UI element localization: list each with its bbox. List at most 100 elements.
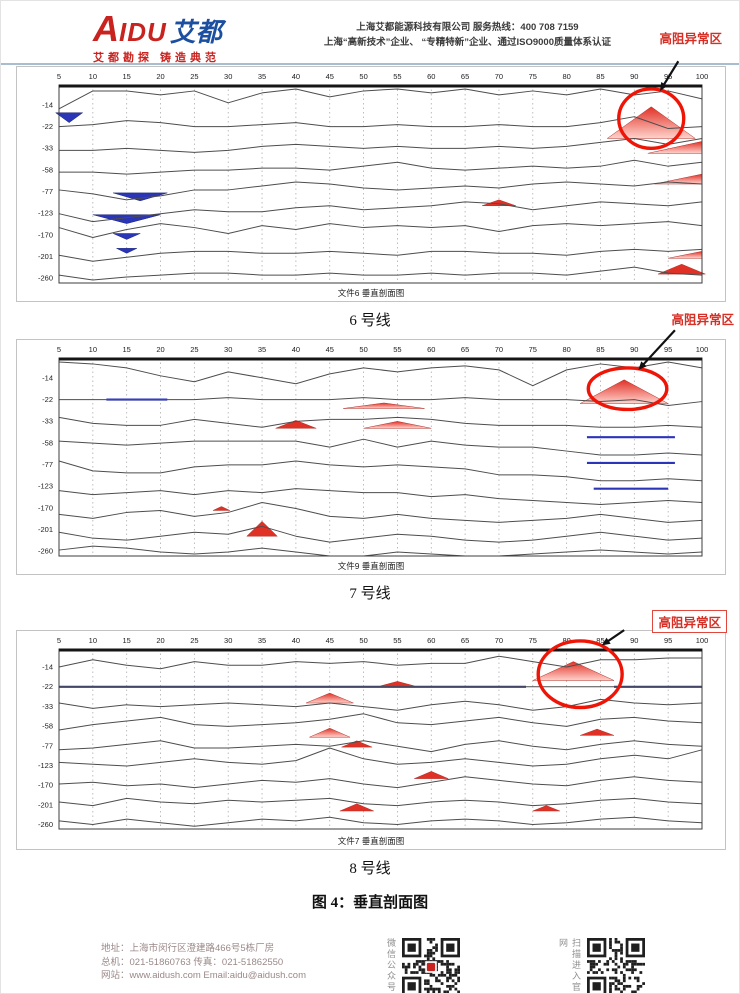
svg-text:-77: -77 [42,460,53,469]
svg-text:5: 5 [57,636,61,645]
panel-caption: 文件6 垂直剖面图 [337,288,405,298]
svg-text:-14: -14 [42,663,53,672]
svg-text:-22: -22 [42,682,53,691]
profile-section-line6: 高阻异常区 5 10 15 20 25 30 35 40 45 50 55 60 65 70 75 80 85 9… [1,28,739,337]
gridlines [58,649,703,829]
svg-text:35: 35 [258,636,266,645]
svg-text:-22: -22 [42,122,53,131]
svg-text:40: 40 [292,636,300,645]
axes [58,84,703,284]
anomaly-fills [54,106,706,275]
logo-text-cn: 艾都 [169,17,222,47]
svg-text:15: 15 [123,345,131,354]
svg-text:10: 10 [89,636,97,645]
svg-text:5: 5 [57,345,61,354]
annotation-arrow [601,629,625,646]
svg-text:-260: -260 [38,274,53,283]
svg-text:60: 60 [427,345,435,354]
svg-text:55: 55 [393,636,401,645]
website-qr-group: 扫描进入官网 [557,938,645,993]
svg-text:10: 10 [89,72,97,81]
company-line-2: 上海“高新技术”企业、 “专精特新”企业、通过ISO9000质量体系认证 [323,37,611,48]
svg-text:65: 65 [461,345,469,354]
contour-lines [58,655,703,827]
contact-info: 地址：上海市闵行区澄建路466号5栋厂房 总机：021-51860763 传真：… [101,942,306,983]
contour-lines [58,88,703,281]
svg-text:40: 40 [292,72,300,81]
profile-section-line8: 高阻异常区 5 10 15 20 25 30 35 40 45 50 55 60 65 70 75 80 85 9… [1,610,739,885]
wechat-qr-label: 微信公众号 [386,938,396,993]
anomaly-circle [586,366,669,412]
svg-text:15: 15 [123,636,131,645]
figure-caption: 图 4：垂直剖面图 [311,895,429,911]
annotation-arrow [660,60,680,91]
company-line-1: 上海艾都能源科技有限公司 服务热线：400 708 7159 [356,22,579,33]
panel-caption: 文件9 垂直剖面图 [337,561,405,571]
y-tick-labels: -14 -22 -33 -58 -77 -123 -170 -201 -260 [38,373,53,555]
svg-text:-201: -201 [38,252,53,261]
svg-text:-33: -33 [42,417,53,426]
svg-text:-33: -33 [42,702,53,711]
profile-section-line7: 高阻异常区 5 10 15 20 25 30 35 40 45 50 55 60 65 70 75 80 85 9… [1,309,739,610]
page-header: A IDU 艾都 艾都勘探 铸造典范 上海艾都能源科技有限公司 服务热线：400 7… [1,1,739,65]
svg-text:45: 45 [326,72,334,81]
contact-address: 地址：上海市闵行区澄建路466号5栋厂房 [101,943,275,954]
svg-text:-260: -260 [38,820,53,829]
svg-text:-14: -14 [42,373,53,382]
anomaly-circle [536,639,624,710]
svg-text:100: 100 [696,72,709,81]
wechat-qr-code-icon [402,938,460,993]
anomaly-fills [59,661,702,812]
anomaly-zone-label: 高阻异常区 [668,309,737,328]
svg-text:65: 65 [461,72,469,81]
svg-text:-123: -123 [38,761,53,770]
svg-text:60: 60 [427,636,435,645]
svg-text:90: 90 [630,345,638,354]
profile-plot-svg: 5 10 15 20 25 30 35 40 45 50 55 60 65 70 75 80 85 90 95 100… [38,329,708,557]
profile-panel: 5 10 15 20 25 30 35 40 45 50 55 60 65 70 75 80 85 90 95 100… [16,329,726,575]
svg-text:20: 20 [156,636,164,645]
svg-text:40: 40 [292,345,300,354]
svg-text:-260: -260 [38,547,53,556]
page-footer: 地址：上海市闵行区澄建路466号5栋厂房 总机：021-51860763 传真：… [1,932,739,993]
svg-text:5: 5 [57,72,61,81]
svg-text:-201: -201 [38,525,53,534]
svg-text:-58: -58 [42,722,53,731]
svg-text:50: 50 [359,345,367,354]
svg-text:55: 55 [393,72,401,81]
svg-text:-170: -170 [38,503,53,512]
line-number-label: 6 号线 [349,313,391,329]
svg-text:35: 35 [258,345,266,354]
svg-text:100: 100 [696,345,709,354]
svg-text:95: 95 [664,636,672,645]
svg-text:70: 70 [495,72,503,81]
svg-text:100: 100 [696,636,709,645]
svg-text:30: 30 [224,345,232,354]
svg-text:30: 30 [224,636,232,645]
website-qr-label: 扫描进入官网 [558,938,581,993]
svg-text:20: 20 [156,72,164,81]
svg-text:-170: -170 [38,781,53,790]
annotation-arrow [638,329,676,370]
svg-text:-14: -14 [42,100,53,109]
y-tick-labels: -14 -22 -33 -58 -77 -123 -170 -201 -260 [38,100,53,282]
svg-text:90: 90 [630,636,638,645]
svg-text:25: 25 [190,72,198,81]
profile-plot-svg: 5 10 15 20 25 30 35 40 45 50 55 60 65 70 75 80 85 90 95 100… [38,629,708,830]
logo-wordmark: A IDU 艾都 [93,11,222,47]
svg-text:70: 70 [495,636,503,645]
svg-text:-58: -58 [42,438,53,447]
svg-text:75: 75 [529,636,537,645]
svg-text:-123: -123 [38,209,53,218]
svg-text:30: 30 [224,72,232,81]
svg-text:70: 70 [495,345,503,354]
svg-text:95: 95 [664,345,672,354]
wechat-qr-group: 微信公众号 [385,938,460,993]
svg-text:50: 50 [359,636,367,645]
logo-tagline: 艾都勘探 铸造典范 [93,52,221,64]
contact-phone: 总机：021-51860763 传真：021-51862550 [101,956,284,968]
svg-text:55: 55 [393,345,401,354]
